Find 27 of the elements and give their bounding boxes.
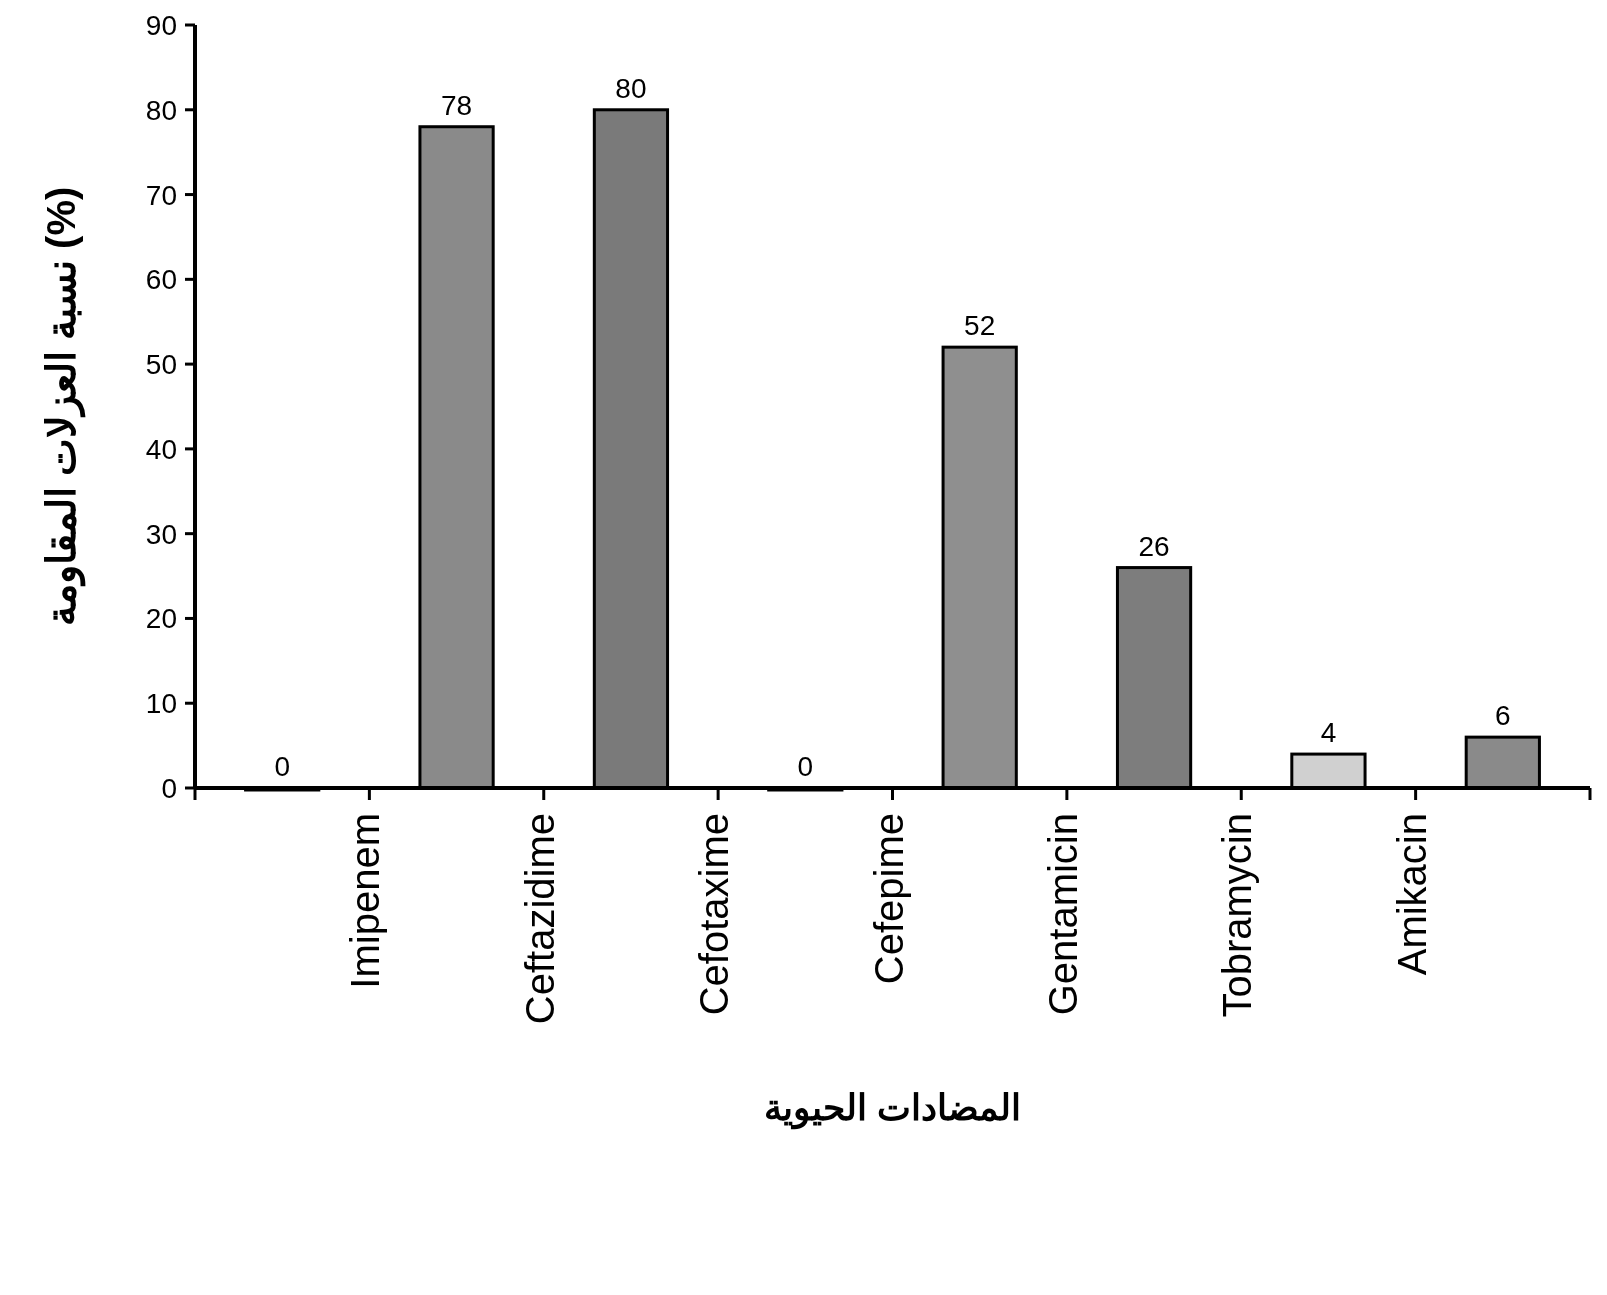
y-tick-label: 40: [145, 433, 177, 465]
y-tick-label: 20: [145, 603, 177, 635]
x-tick-label: Cefepime: [866, 813, 911, 985]
data-label: 0: [274, 751, 290, 782]
y-tick-label: 30: [145, 518, 177, 550]
x-tick-label: Tobramycin: [1215, 813, 1260, 1018]
x-tick-label: Ceftazidime: [517, 813, 562, 1025]
x-axis-title: المضادات الحيوية: [763, 1087, 1022, 1130]
y-tick-label: 50: [145, 349, 177, 381]
y-tick-label: 80: [145, 94, 177, 126]
y-tick-label: 0: [161, 773, 177, 804]
x-tick-label: Gentamicin: [1040, 813, 1085, 1016]
data-label: 4: [1320, 717, 1337, 749]
x-tick-label: Amikacin: [1389, 813, 1434, 976]
x-tick-label: Cefotaxime: [692, 813, 737, 1016]
data-label: 80: [615, 72, 647, 104]
data-label: 0: [797, 751, 814, 782]
data-label: 78: [440, 89, 473, 121]
data-label: 6: [1495, 700, 1511, 732]
y-tick-label: 10: [145, 688, 177, 720]
data-label: 26: [1138, 530, 1170, 562]
y-tick-label: 70: [145, 179, 177, 211]
y-axis-title: نسبة العزلات المقاومة (%): [39, 186, 86, 627]
y-tick-label: 60: [145, 264, 177, 296]
y-tick-label: 90: [145, 10, 177, 41]
data-label: 52: [964, 310, 996, 342]
x-tick-label: Imipenem: [343, 813, 388, 989]
